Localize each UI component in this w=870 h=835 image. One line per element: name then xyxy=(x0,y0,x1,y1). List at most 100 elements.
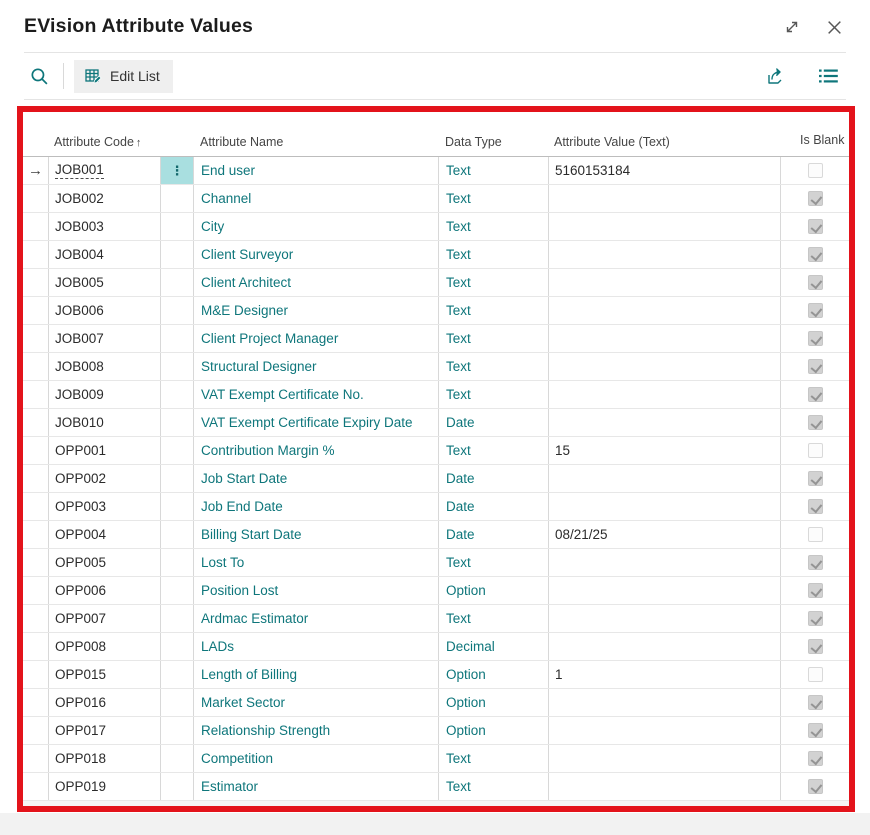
is-blank-checkbox[interactable] xyxy=(807,331,823,346)
column-header-attribute-code[interactable]: Attribute Code ↑ xyxy=(48,135,160,149)
attribute-name-cell[interactable]: Client Project Manager xyxy=(193,325,438,352)
column-header-data-type[interactable]: Data Type xyxy=(445,135,502,149)
attribute-name-cell[interactable]: Structural Designer xyxy=(193,353,438,380)
attribute-name-cell[interactable]: Job End Date xyxy=(193,493,438,520)
data-type-cell[interactable]: Text xyxy=(438,185,548,212)
attribute-code-cell[interactable]: JOB009 xyxy=(48,381,160,408)
attribute-name-link[interactable]: Lost To xyxy=(201,555,245,570)
attribute-name-cell[interactable]: Position Lost xyxy=(193,577,438,604)
data-type-cell[interactable]: Text xyxy=(438,213,548,240)
attribute-name-link[interactable]: End user xyxy=(201,163,256,178)
attribute-name-link[interactable]: Estimator xyxy=(201,779,259,794)
attribute-name-cell[interactable]: Estimator xyxy=(193,773,438,800)
attribute-name-link[interactable]: VAT Exempt Certificate No. xyxy=(201,387,364,402)
is-blank-checkbox[interactable] xyxy=(807,443,823,458)
is-blank-checkbox[interactable] xyxy=(807,471,823,486)
attribute-code-cell[interactable]: JOB002 xyxy=(48,185,160,212)
is-blank-checkbox[interactable] xyxy=(807,527,823,542)
attribute-name-cell[interactable]: Client Surveyor xyxy=(193,241,438,268)
edit-list-button[interactable]: Edit List xyxy=(74,59,173,93)
column-header-attribute-name[interactable]: Attribute Name xyxy=(200,135,284,149)
data-type-cell[interactable]: Text xyxy=(438,353,548,380)
attribute-name-link[interactable]: Relationship Strength xyxy=(201,723,331,738)
data-type-cell[interactable]: Text xyxy=(438,269,548,296)
attribute-name-cell[interactable]: City xyxy=(193,213,438,240)
attribute-name-cell[interactable]: Ardmac Estimator xyxy=(193,605,438,632)
attribute-name-cell[interactable]: Market Sector xyxy=(193,689,438,716)
is-blank-checkbox[interactable] xyxy=(807,247,823,262)
attribute-code-cell[interactable]: JOB004 xyxy=(48,241,160,268)
attribute-name-cell[interactable]: Billing Start Date xyxy=(193,521,438,548)
data-type-cell[interactable]: Date xyxy=(438,521,548,548)
attribute-name-cell[interactable]: Job Start Date xyxy=(193,465,438,492)
data-type-cell[interactable]: Option xyxy=(438,577,548,604)
data-type-cell[interactable]: Option xyxy=(438,689,548,716)
close-dialog-button[interactable] xyxy=(824,17,844,37)
is-blank-checkbox[interactable] xyxy=(807,359,823,374)
data-type-cell[interactable]: Text xyxy=(438,745,548,772)
attribute-name-link[interactable]: Position Lost xyxy=(201,583,279,598)
data-type-cell[interactable]: Text xyxy=(438,157,548,184)
attribute-name-cell[interactable]: End user xyxy=(193,157,438,184)
attribute-value-cell[interactable] xyxy=(548,633,780,660)
attribute-name-link[interactable]: Structural Designer xyxy=(201,359,317,374)
attribute-code-cell[interactable]: OPP019 xyxy=(48,773,160,800)
data-type-cell[interactable]: Date xyxy=(438,493,548,520)
attribute-name-link[interactable]: Client Project Manager xyxy=(201,331,339,346)
expand-dialog-button[interactable] xyxy=(782,17,802,37)
attribute-code-cell[interactable]: JOB005 xyxy=(48,269,160,296)
attribute-code-cell[interactable]: JOB007 xyxy=(48,325,160,352)
attribute-value-cell[interactable] xyxy=(548,325,780,352)
attribute-name-cell[interactable]: Competition xyxy=(193,745,438,772)
attribute-name-cell[interactable]: M&E Designer xyxy=(193,297,438,324)
is-blank-checkbox[interactable] xyxy=(807,415,823,430)
is-blank-checkbox[interactable] xyxy=(807,163,823,178)
attribute-name-link[interactable]: Contribution Margin % xyxy=(201,443,335,458)
attribute-code-cell[interactable]: OPP017 xyxy=(48,717,160,744)
is-blank-checkbox[interactable] xyxy=(807,191,823,206)
attribute-name-cell[interactable]: LADs xyxy=(193,633,438,660)
attribute-code-cell[interactable]: JOB010 xyxy=(48,409,160,436)
attribute-name-link[interactable]: Competition xyxy=(201,751,274,766)
attribute-value-cell[interactable]: 5160153184 xyxy=(548,157,780,184)
is-blank-checkbox[interactable] xyxy=(807,583,823,598)
attribute-value-cell[interactable] xyxy=(548,269,780,296)
attribute-value-cell[interactable] xyxy=(548,577,780,604)
attribute-name-link[interactable]: Client Architect xyxy=(201,275,292,290)
attribute-value-cell[interactable] xyxy=(548,465,780,492)
attribute-code-cell[interactable]: OPP001 xyxy=(48,437,160,464)
attribute-name-cell[interactable]: Channel xyxy=(193,185,438,212)
data-type-cell[interactable]: Text xyxy=(438,549,548,576)
attribute-value-cell[interactable] xyxy=(548,241,780,268)
attribute-name-link[interactable]: LADs xyxy=(201,639,235,654)
attribute-code-cell[interactable]: OPP016 xyxy=(48,689,160,716)
is-blank-checkbox[interactable] xyxy=(807,667,823,682)
data-type-cell[interactable]: Text xyxy=(438,241,548,268)
attribute-code-cell[interactable]: OPP008 xyxy=(48,633,160,660)
attribute-name-cell[interactable]: VAT Exempt Certificate Expiry Date xyxy=(193,409,438,436)
attribute-name-link[interactable]: City xyxy=(201,219,225,234)
data-type-cell[interactable]: Date xyxy=(438,409,548,436)
attribute-name-cell[interactable]: Client Architect xyxy=(193,269,438,296)
data-type-cell[interactable]: Text xyxy=(438,773,548,800)
show-list-button[interactable] xyxy=(813,64,844,88)
attribute-value-cell[interactable] xyxy=(548,773,780,800)
column-header-attribute-value[interactable]: Attribute Value (Text) xyxy=(554,135,670,149)
attribute-name-link[interactable]: Job End Date xyxy=(201,499,283,514)
attribute-code-cell[interactable]: OPP004 xyxy=(48,521,160,548)
data-type-cell[interactable]: Text xyxy=(438,605,548,632)
attribute-value-cell[interactable]: 08/21/25 xyxy=(548,521,780,548)
attribute-code-cell[interactable]: OPP003 xyxy=(48,493,160,520)
attribute-code-cell[interactable]: OPP015 xyxy=(48,661,160,688)
attribute-code-cell[interactable]: OPP005 xyxy=(48,549,160,576)
attribute-value-cell[interactable] xyxy=(548,213,780,240)
attribute-name-link[interactable]: Job Start Date xyxy=(201,471,288,486)
attribute-value-cell[interactable] xyxy=(548,549,780,576)
is-blank-checkbox[interactable] xyxy=(807,639,823,654)
attribute-value-cell[interactable]: 1 xyxy=(548,661,780,688)
attribute-name-link[interactable]: M&E Designer xyxy=(201,303,289,318)
data-type-cell[interactable]: Option xyxy=(438,661,548,688)
data-type-cell[interactable]: Text xyxy=(438,325,548,352)
attribute-name-link[interactable]: Ardmac Estimator xyxy=(201,611,309,626)
attribute-name-cell[interactable]: Lost To xyxy=(193,549,438,576)
